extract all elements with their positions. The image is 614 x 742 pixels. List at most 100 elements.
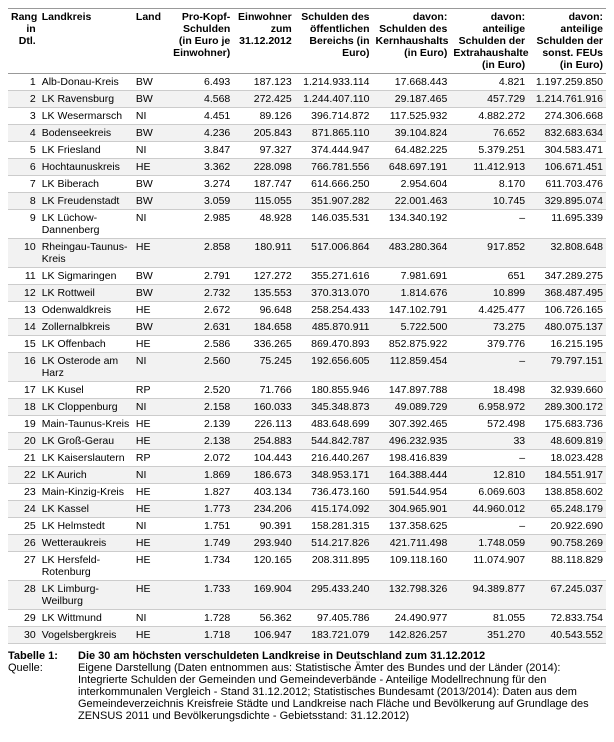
table-cell: 6 (8, 159, 39, 176)
table-cell: 4.568 (168, 91, 234, 108)
table-cell: 20.922.690 (528, 518, 606, 535)
table-cell: 48.928 (233, 210, 294, 239)
table-cell: 184.658 (233, 319, 294, 336)
table-cell: 336.265 (233, 336, 294, 353)
table-cell: 14 (8, 319, 39, 336)
landkreise-table: Rang in Dtl.LandkreisLandPro-Kopf-Schuld… (8, 8, 606, 644)
table-cell: 351.907.282 (295, 193, 373, 210)
table-cell: NI (133, 210, 168, 239)
table-cell: 180.855.946 (295, 382, 373, 399)
table-cell: BW (133, 193, 168, 210)
table-cell: 29.187.465 (373, 91, 451, 108)
table-cell: 1.733 (168, 581, 234, 610)
table-cell: 379.776 (450, 336, 528, 353)
table-cell: 329.895.074 (528, 193, 606, 210)
table-cell: 651 (450, 268, 528, 285)
table-cell: 135.553 (233, 285, 294, 302)
column-header: Pro-Kopf-Schulden (in Euro je Einwohner) (168, 9, 234, 74)
table-cell: RP (133, 382, 168, 399)
table-row: 3LK WesermarschNI4.45189.126396.714.8721… (8, 108, 606, 125)
table-cell: 2.672 (168, 302, 234, 319)
table-cell: 234.206 (233, 501, 294, 518)
table-cell: 12 (8, 285, 39, 302)
table-cell: 160.033 (233, 399, 294, 416)
table-cell: 295.433.240 (295, 581, 373, 610)
table-cell: 186.673 (233, 467, 294, 484)
table-cell: Wetteraukreis (39, 535, 133, 552)
table-cell: 396.714.872 (295, 108, 373, 125)
table-cell: NI (133, 467, 168, 484)
column-header: davon: Schulden des Kernhaushalts (in Eu… (373, 9, 451, 74)
table-row: 8LK FreudenstadtBW3.059115.055351.907.28… (8, 193, 606, 210)
table-cell: 614.666.250 (295, 176, 373, 193)
table-cell: 226.113 (233, 416, 294, 433)
table-cell: 44.960.012 (450, 501, 528, 518)
table-row: 22LK AurichNI1.869186.673348.953.171164.… (8, 467, 606, 484)
table-cell: 1.827 (168, 484, 234, 501)
table-cell: 18.023.428 (528, 450, 606, 467)
table-cell: 2.631 (168, 319, 234, 336)
table-cell: 28 (8, 581, 39, 610)
table-cell: 1.734 (168, 552, 234, 581)
table-row: 7LK BiberachBW3.274187.747614.666.2502.9… (8, 176, 606, 193)
table-cell: 94.389.877 (450, 581, 528, 610)
table-cell: 1.749 (168, 535, 234, 552)
table-cell: 7.981.691 (373, 268, 451, 285)
table-cell: BW (133, 91, 168, 108)
table-cell: 25 (8, 518, 39, 535)
table-cell: 18 (8, 399, 39, 416)
table-cell: 852.875.922 (373, 336, 451, 353)
table-cell: LK Osterode am Harz (39, 353, 133, 382)
table-cell: 71.766 (233, 382, 294, 399)
table-row: 21LK KaiserslauternRP2.072104.443216.440… (8, 450, 606, 467)
table-cell: 26 (8, 535, 39, 552)
table-cell: 483.280.364 (373, 239, 451, 268)
table-cell: 307.392.465 (373, 416, 451, 433)
table-cell: 90.758.269 (528, 535, 606, 552)
table-cell: 112.859.454 (373, 353, 451, 382)
table-cell: 147.897.788 (373, 382, 451, 399)
table-cell: 5.379.251 (450, 142, 528, 159)
table-cell: HE (133, 581, 168, 610)
table-cell: Alb-Donau-Kreis (39, 74, 133, 91)
table-cell: 2.139 (168, 416, 234, 433)
table-cell: 2 (8, 91, 39, 108)
table-cell: 187.123 (233, 74, 294, 91)
table-cell: 483.648.699 (295, 416, 373, 433)
table-row: 10Rheingau-Taunus-KreisHE2.858180.911517… (8, 239, 606, 268)
caption-source-text: Eigene Darstellung (Daten entnommen aus:… (78, 662, 606, 722)
table-cell: 81.055 (450, 610, 528, 627)
table-cell: HE (133, 433, 168, 450)
table-cell: LK Aurich (39, 467, 133, 484)
table-row: 6HochtaunuskreisHE3.362228.098766.781.55… (8, 159, 606, 176)
table-cell: 75.245 (233, 353, 294, 382)
table-cell: 368.487.495 (528, 285, 606, 302)
table-row: 20LK Groß-GerauHE2.138254.883544.842.787… (8, 433, 606, 450)
table-cell: 109.118.160 (373, 552, 451, 581)
table-cell: 1.197.259.850 (528, 74, 606, 91)
table-cell: 6.958.972 (450, 399, 528, 416)
caption-table-label: Tabelle 1: (8, 650, 78, 662)
table-cell: 33 (450, 433, 528, 450)
table-cell: 4.451 (168, 108, 234, 125)
table-cell: 415.174.092 (295, 501, 373, 518)
table-cell: 871.865.110 (295, 125, 373, 142)
table-cell: 106.726.165 (528, 302, 606, 319)
table-cell: 3 (8, 108, 39, 125)
table-cell: 64.482.225 (373, 142, 451, 159)
table-cell: 1.751 (168, 518, 234, 535)
table-cell: 348.953.171 (295, 467, 373, 484)
table-cell: 1.814.676 (373, 285, 451, 302)
table-row: 23Main-Kinzig-KreisHE1.827403.134736.473… (8, 484, 606, 501)
table-cell: 97.405.786 (295, 610, 373, 627)
table-cell: 2.858 (168, 239, 234, 268)
table-cell: 5 (8, 142, 39, 159)
table-cell: 40.543.552 (528, 627, 606, 644)
table-cell: LK Kassel (39, 501, 133, 518)
table-cell: NI (133, 142, 168, 159)
table-cell: 184.551.917 (528, 467, 606, 484)
table-cell: 97.327 (233, 142, 294, 159)
table-cell: 2.732 (168, 285, 234, 302)
table-cell: 2.072 (168, 450, 234, 467)
table-row: 19Main-Taunus-KreisHE2.139226.113483.648… (8, 416, 606, 433)
